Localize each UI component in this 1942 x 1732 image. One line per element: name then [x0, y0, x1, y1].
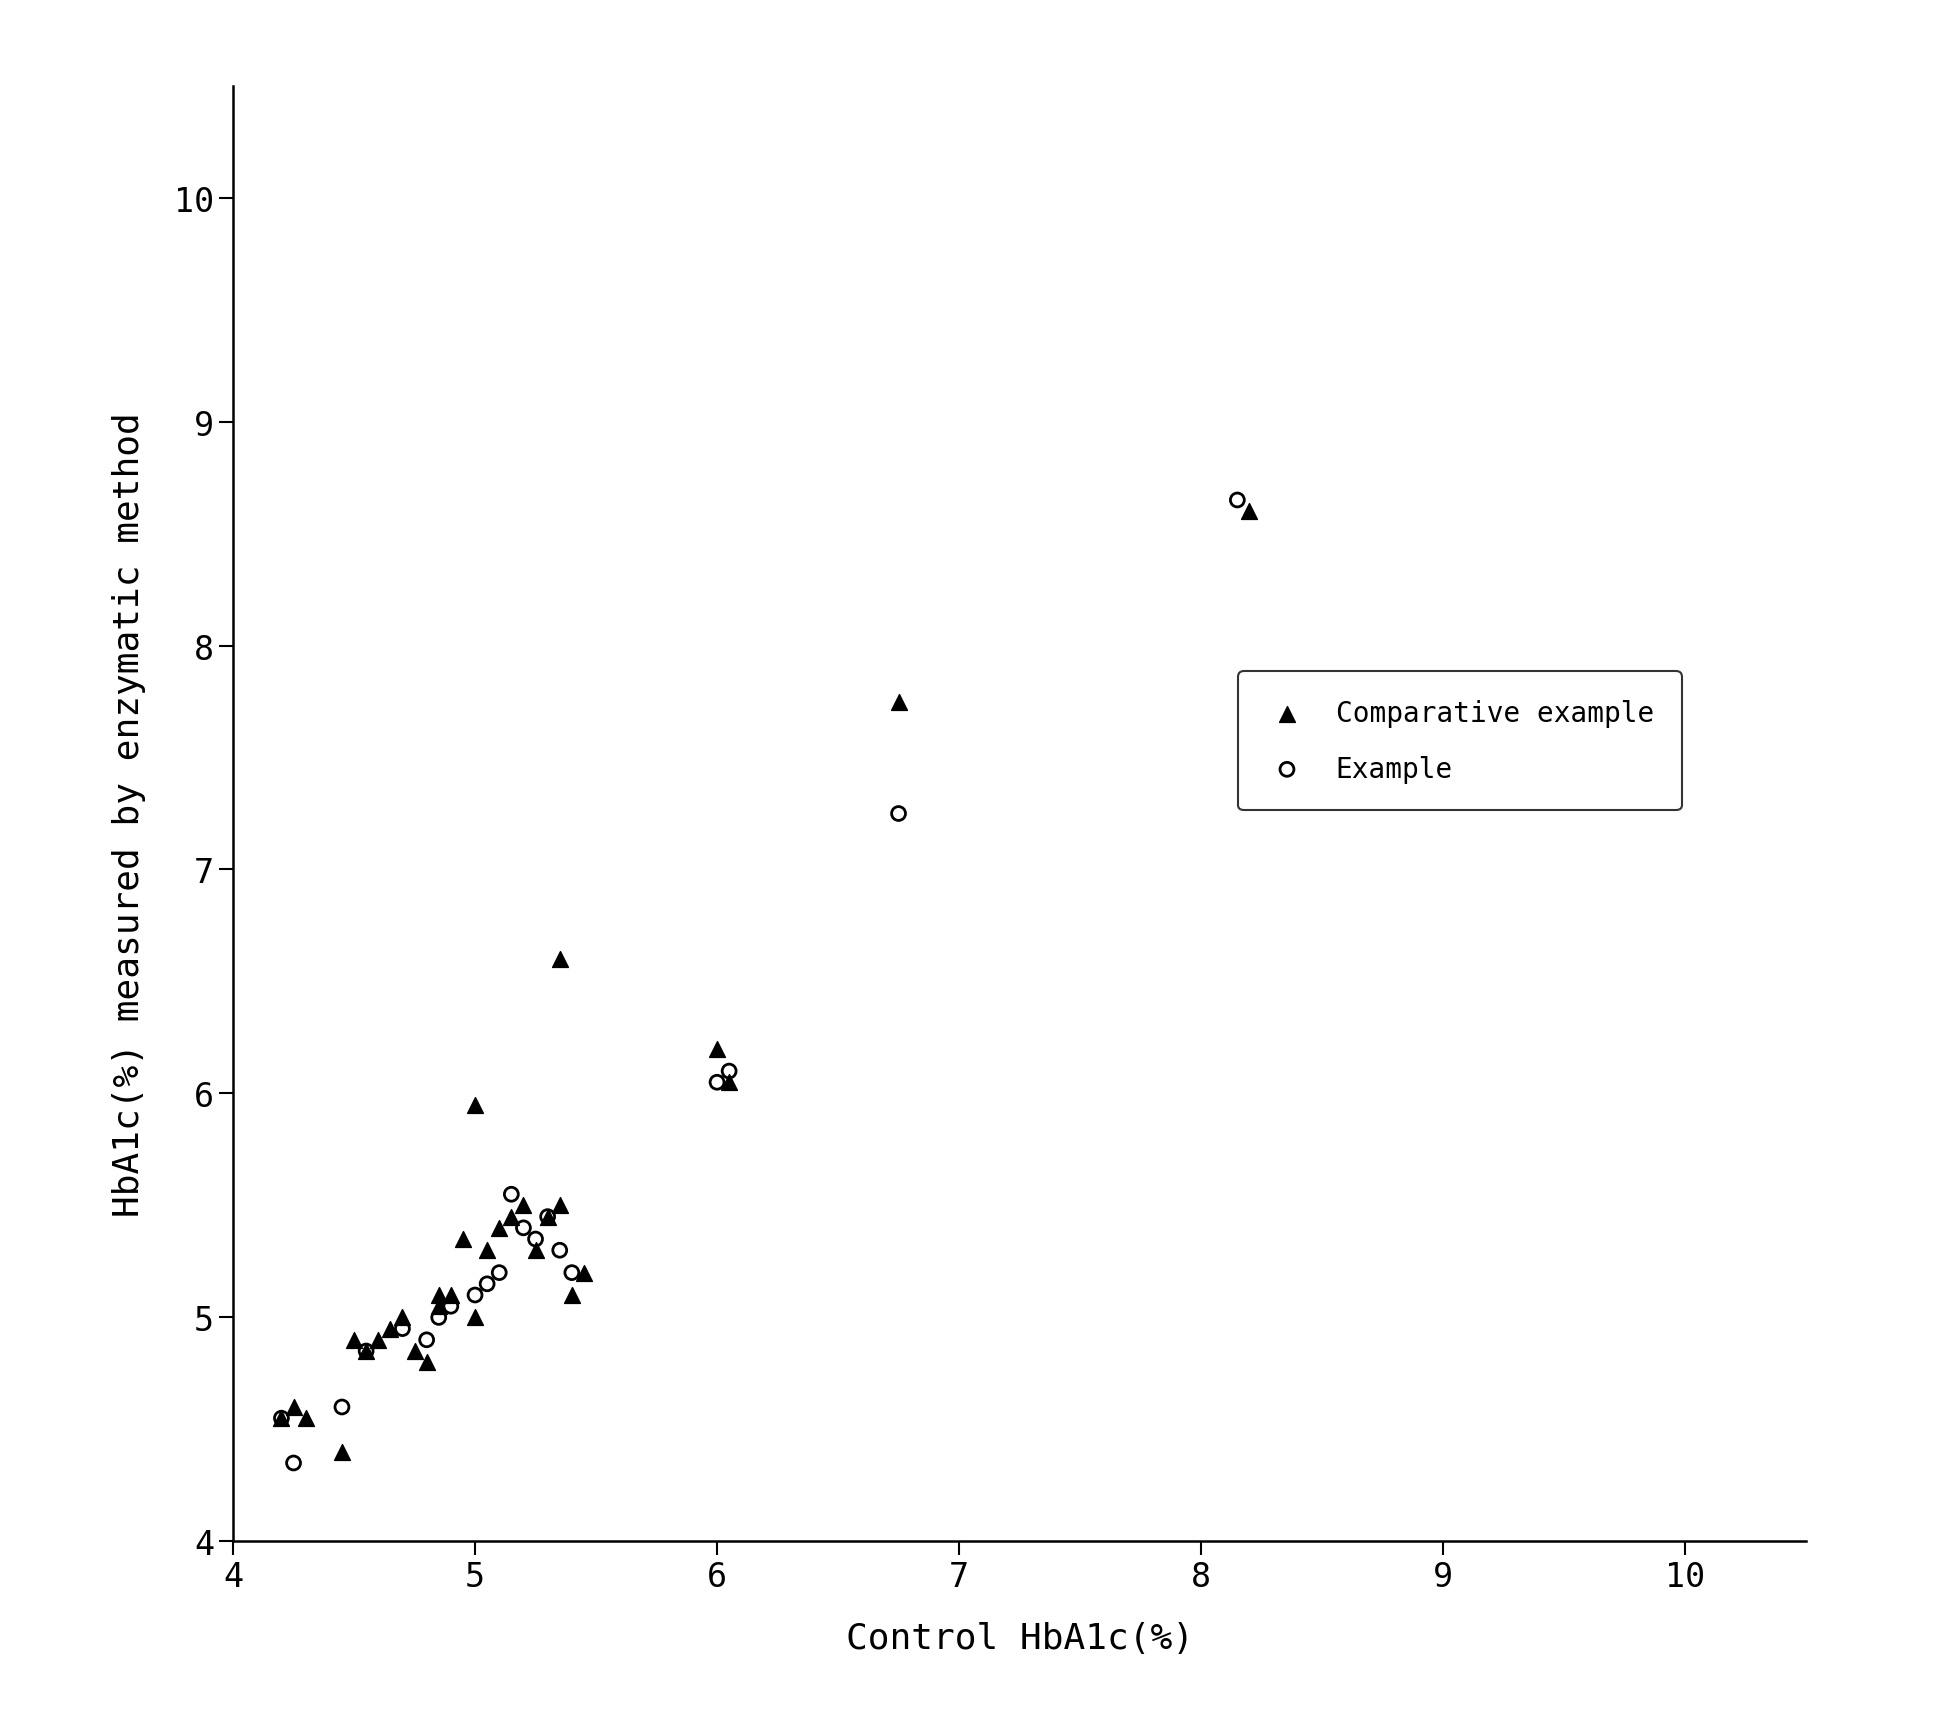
Comparative example — [289, 1405, 320, 1432]
Example — [484, 1259, 515, 1287]
Comparative example — [412, 1349, 443, 1377]
Comparative example — [544, 1192, 575, 1219]
Example — [884, 800, 915, 828]
Comparative example — [569, 1259, 600, 1287]
Comparative example — [447, 1226, 478, 1254]
Example — [435, 1292, 466, 1320]
Comparative example — [352, 1337, 383, 1365]
Comparative example — [266, 1405, 297, 1432]
Comparative example — [520, 1237, 552, 1264]
Comparative example — [363, 1327, 394, 1354]
Example — [544, 1237, 575, 1264]
Example — [520, 1226, 552, 1254]
Example — [412, 1327, 443, 1354]
Comparative example — [509, 1192, 540, 1219]
Example — [386, 1315, 418, 1342]
Comparative example — [555, 1282, 586, 1309]
Comparative example — [495, 1204, 526, 1231]
Comparative example — [278, 1393, 309, 1420]
Example — [460, 1282, 491, 1309]
Example — [423, 1304, 454, 1332]
Comparative example — [338, 1327, 369, 1354]
Comparative example — [472, 1237, 503, 1264]
Example — [713, 1058, 744, 1086]
Comparative example — [484, 1214, 515, 1242]
Comparative example — [884, 688, 915, 715]
Comparative example — [326, 1438, 357, 1465]
Example — [278, 1450, 309, 1477]
Comparative example — [713, 1069, 744, 1096]
Example — [509, 1214, 540, 1242]
Example — [532, 1204, 563, 1231]
Example — [472, 1270, 503, 1297]
Comparative example — [423, 1282, 454, 1309]
Legend: Comparative example, Example: Comparative example, Example — [1239, 672, 1682, 811]
Comparative example — [375, 1315, 406, 1342]
Comparative example — [532, 1204, 563, 1231]
Y-axis label: HbA1c(%) measured by enzymatic method: HbA1c(%) measured by enzymatic method — [113, 412, 146, 1216]
Comparative example — [386, 1304, 418, 1332]
Comparative example — [701, 1036, 732, 1063]
Comparative example — [460, 1091, 491, 1119]
Example — [555, 1259, 586, 1287]
Example — [1222, 487, 1253, 514]
Example — [701, 1069, 732, 1096]
Comparative example — [544, 946, 575, 973]
Example — [266, 1405, 297, 1432]
Comparative example — [1233, 499, 1264, 527]
Comparative example — [460, 1304, 491, 1332]
Example — [495, 1181, 526, 1209]
Comparative example — [398, 1337, 429, 1365]
Comparative example — [435, 1282, 466, 1309]
Comparative example — [423, 1292, 454, 1320]
Example — [326, 1393, 357, 1420]
Example — [352, 1337, 383, 1365]
X-axis label: Control HbA1c(%): Control HbA1c(%) — [845, 1621, 1194, 1656]
